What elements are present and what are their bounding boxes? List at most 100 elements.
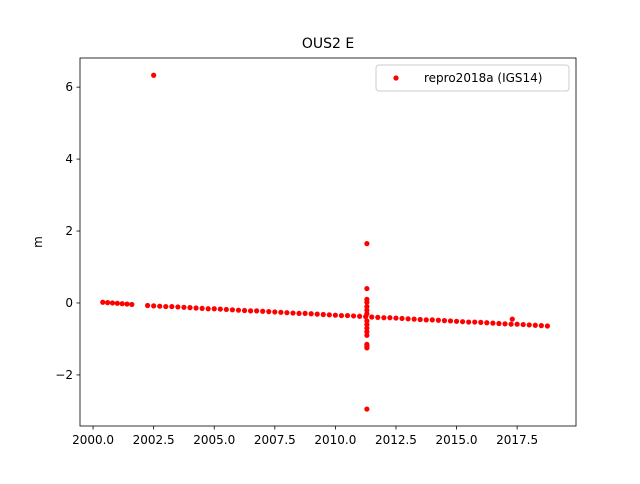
point xyxy=(332,312,338,318)
point xyxy=(163,303,169,310)
point xyxy=(181,304,187,310)
point xyxy=(223,306,229,313)
point xyxy=(447,318,454,324)
point xyxy=(472,319,478,325)
point xyxy=(157,303,163,309)
point xyxy=(478,319,484,325)
point xyxy=(502,321,508,327)
x-tick-label: 2002.5 xyxy=(133,433,175,447)
point xyxy=(466,319,472,325)
point xyxy=(272,309,278,315)
point xyxy=(429,317,435,323)
point xyxy=(526,322,532,328)
point xyxy=(538,323,544,329)
point xyxy=(338,312,345,319)
y-tick-label: 4 xyxy=(65,152,73,166)
point xyxy=(364,303,370,310)
point xyxy=(199,305,205,311)
chart-title: OUS2 E xyxy=(302,36,354,52)
point xyxy=(387,315,393,321)
point xyxy=(364,329,370,335)
point xyxy=(308,311,314,317)
x-tick-label: 2010.0 xyxy=(314,433,356,447)
point xyxy=(417,316,423,323)
point xyxy=(129,301,135,308)
point xyxy=(357,313,363,319)
point xyxy=(169,303,175,310)
point xyxy=(405,316,411,322)
point xyxy=(393,315,399,321)
point xyxy=(441,318,448,324)
point xyxy=(235,307,242,313)
point xyxy=(423,317,429,323)
point xyxy=(453,318,460,324)
point xyxy=(254,308,260,314)
point xyxy=(119,301,125,307)
point xyxy=(364,345,370,351)
plot-frame xyxy=(79,57,577,427)
legend-label: repro2018a (IGS14) xyxy=(424,71,542,85)
x-tick-label: 2017.5 xyxy=(496,433,538,447)
point xyxy=(364,299,370,305)
legend-box xyxy=(375,64,570,92)
point xyxy=(320,311,326,318)
point xyxy=(364,241,370,247)
point xyxy=(544,323,551,329)
x-tick-label: 2012.5 xyxy=(375,433,417,447)
point xyxy=(247,308,254,314)
point xyxy=(187,305,193,311)
legend-marker xyxy=(393,75,399,81)
point xyxy=(364,307,370,313)
y-axis-label: m xyxy=(31,236,45,248)
point xyxy=(364,321,370,328)
point xyxy=(151,72,157,78)
point xyxy=(350,313,357,319)
point xyxy=(490,320,496,326)
point xyxy=(364,406,370,412)
point xyxy=(266,309,272,315)
y-tick-label: −2 xyxy=(55,368,73,382)
point xyxy=(435,317,441,323)
point xyxy=(344,312,351,319)
point xyxy=(532,322,538,328)
point xyxy=(175,304,181,310)
point xyxy=(364,318,370,324)
point xyxy=(114,300,120,306)
point xyxy=(460,319,466,325)
point xyxy=(105,300,111,306)
point xyxy=(520,321,526,328)
point xyxy=(205,306,211,312)
x-tick-label: 2005.0 xyxy=(193,433,235,447)
x-tick-label: 2000.0 xyxy=(72,433,114,447)
point xyxy=(509,316,515,322)
point xyxy=(151,303,157,309)
point xyxy=(260,308,266,314)
point xyxy=(241,307,248,314)
point xyxy=(211,306,217,312)
point xyxy=(124,301,130,307)
point xyxy=(302,310,308,317)
point xyxy=(145,302,151,309)
point xyxy=(381,315,387,321)
point xyxy=(514,321,520,327)
point xyxy=(100,299,106,305)
point xyxy=(508,321,514,327)
x-tick-label: 2007.5 xyxy=(254,433,296,447)
point xyxy=(278,309,284,315)
point xyxy=(314,311,320,317)
point xyxy=(290,310,296,316)
point xyxy=(375,314,381,320)
y-tick-label: 0 xyxy=(65,296,73,310)
point xyxy=(364,325,370,331)
point xyxy=(411,316,417,322)
point xyxy=(326,312,332,318)
point xyxy=(496,320,502,327)
point xyxy=(296,310,302,317)
y-tick-label: 2 xyxy=(65,224,73,238)
point xyxy=(369,314,375,320)
point xyxy=(109,300,116,306)
point xyxy=(284,310,290,316)
point xyxy=(364,285,370,292)
point xyxy=(229,307,236,313)
